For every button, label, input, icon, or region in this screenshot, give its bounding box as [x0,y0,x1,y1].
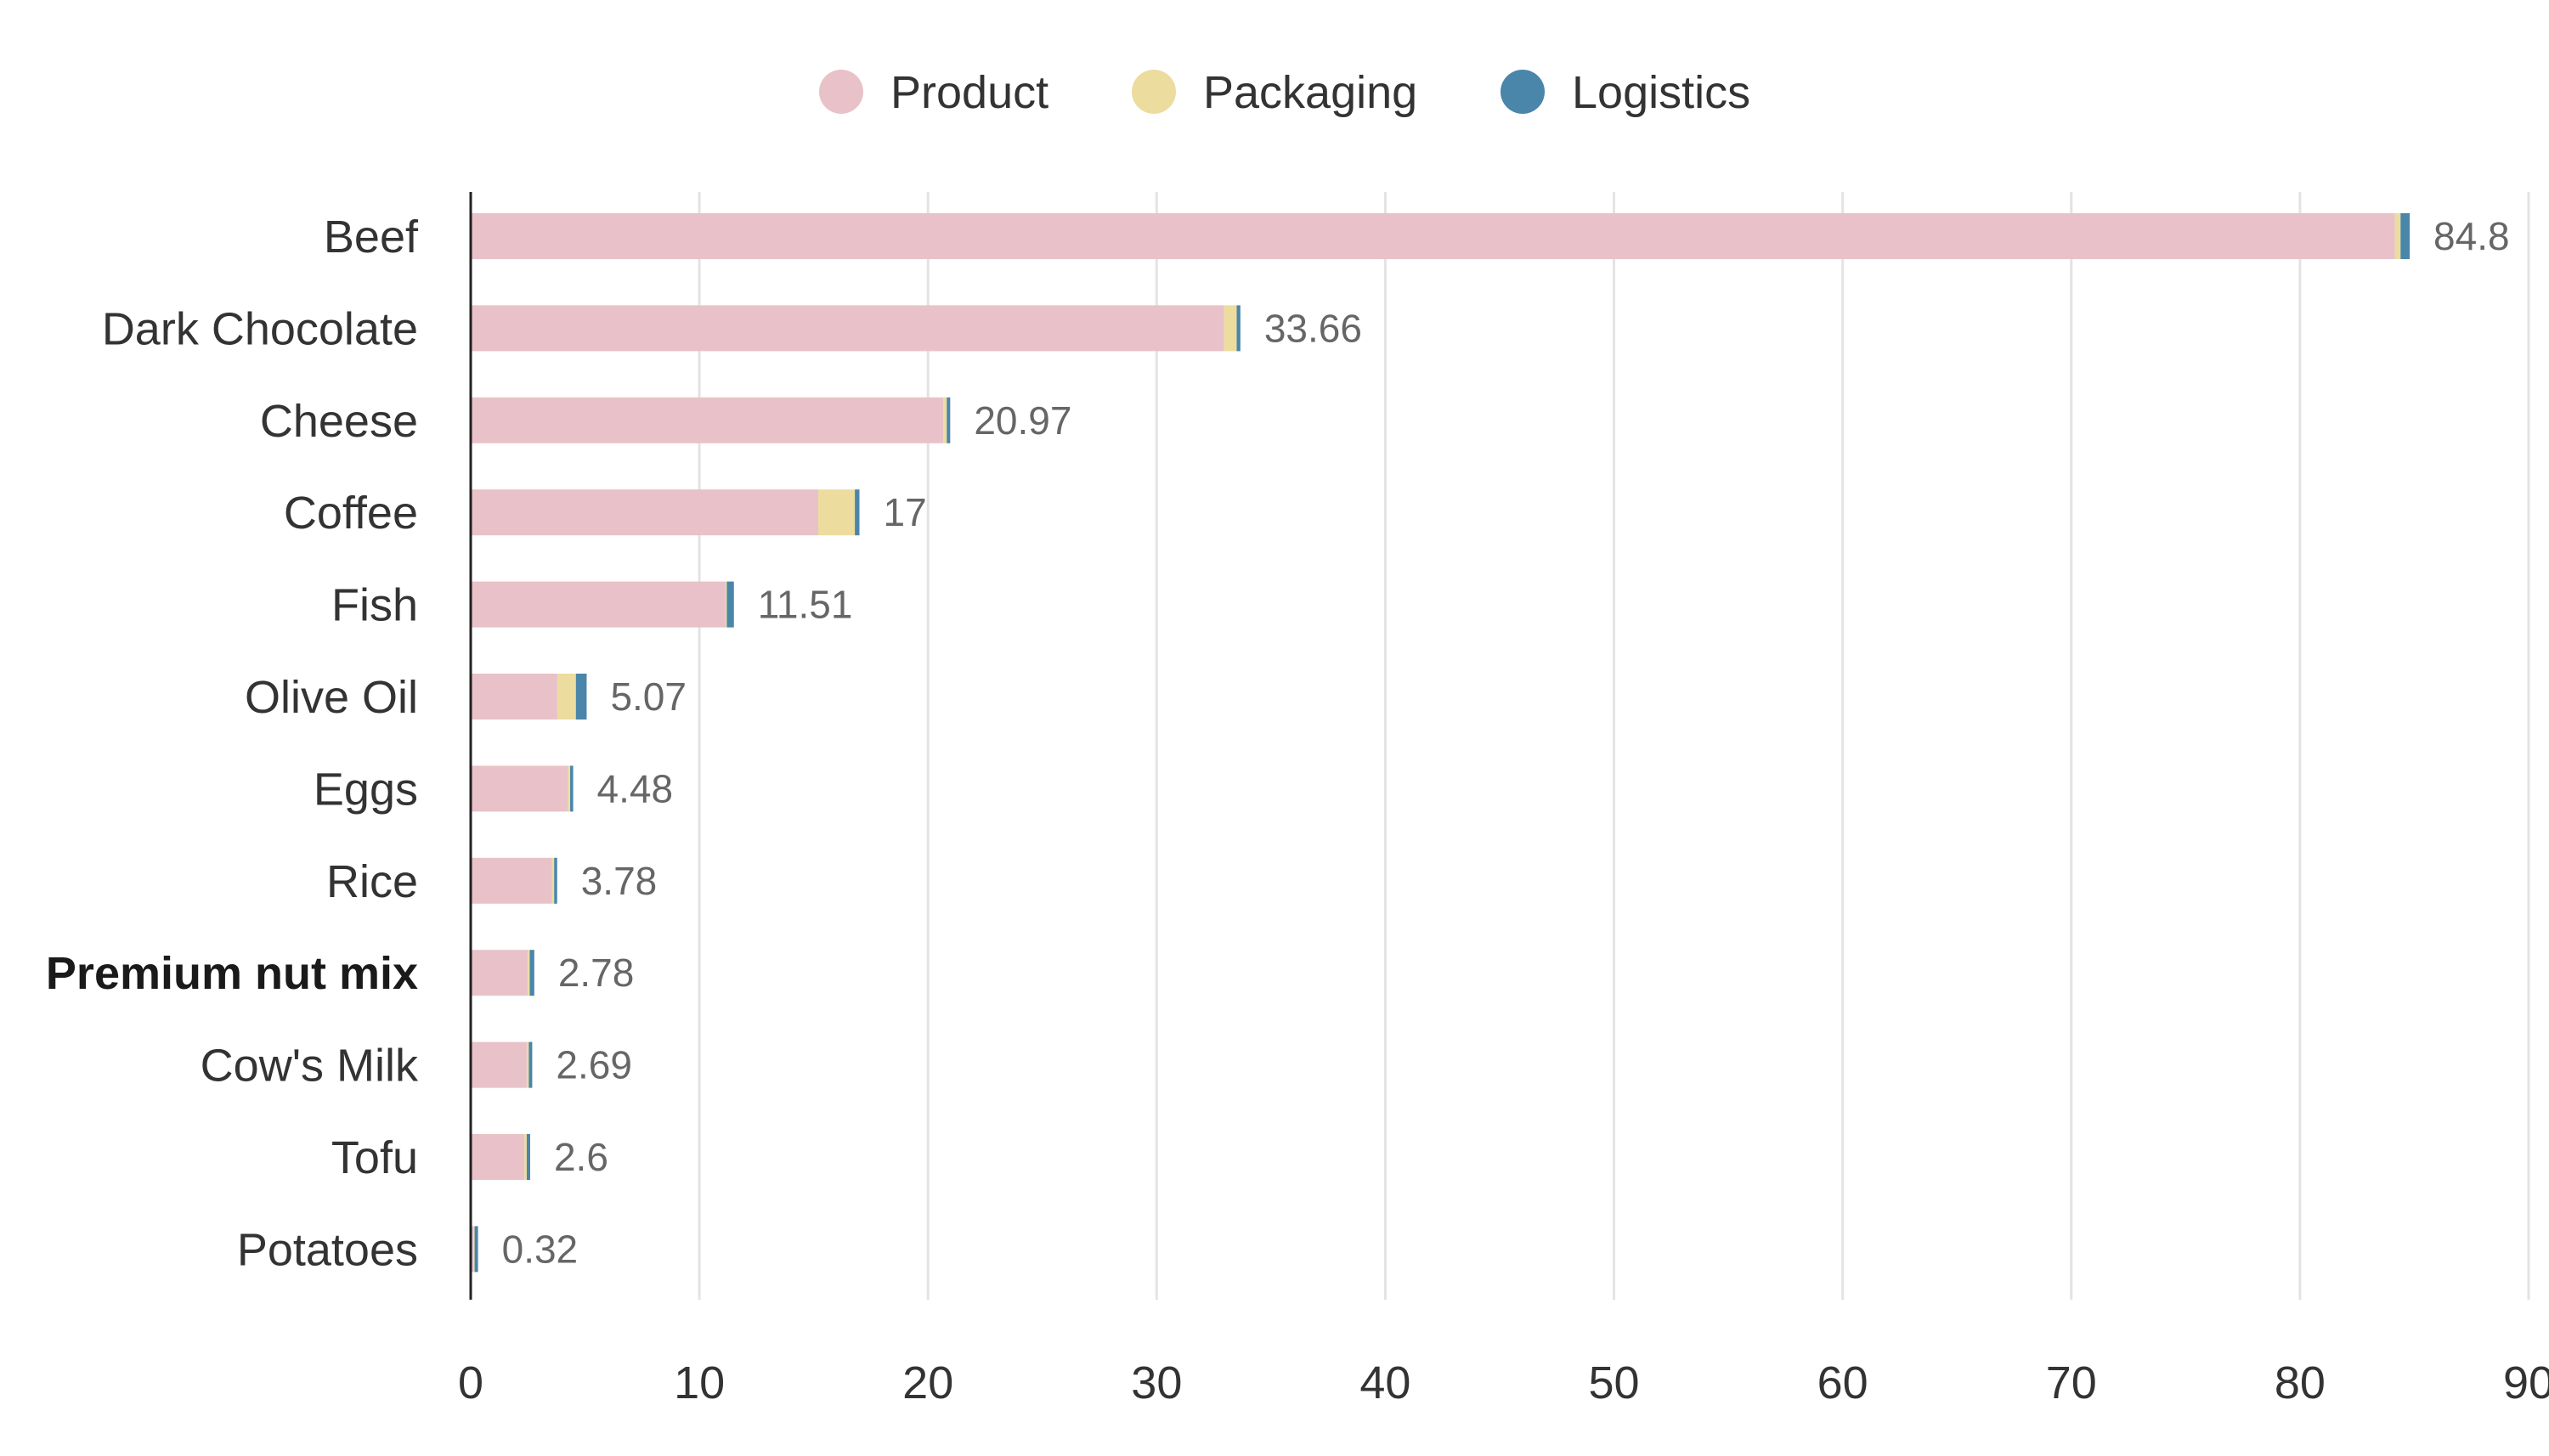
bar-row-olive-oil [471,674,587,720]
bar-rice-packaging[interactable] [551,857,555,904]
category-label-eggs: Eggs [314,764,418,815]
category-label-cheese: Cheese [260,396,418,447]
category-label-rice: Rice [326,856,418,907]
bars [471,213,2411,1273]
category-label-dark-chocolate: Dark Chocolate [102,303,418,354]
data-label-potatoes: 0.32 [502,1227,579,1271]
bar-potatoes-packaging[interactable] [473,1226,475,1273]
bar-row-coffee [471,489,860,536]
bar-beef-product[interactable] [471,213,2395,259]
bar-row-fish [471,581,734,628]
labels: 0 10 20 30 40 50 60 70 80 90 Beef 84.8 Dark Chocolat… [46,212,2549,1408]
bar-eggs-logistics[interactable] [570,765,574,812]
bar-eggs-product[interactable] [471,765,568,812]
bar-row-eggs [471,765,574,812]
data-label-fish: 11.51 [758,583,853,627]
legend-marker-logistics [1501,70,1545,114]
category-label-coffee: Coffee [284,488,418,539]
bar-cow-s-milk-packaging[interactable] [526,1041,529,1088]
bar-row-potatoes [471,1226,478,1273]
data-label-eggs: 4.48 [597,766,674,810]
x-tick-label-50: 50 [1589,1357,1640,1408]
data-label-olive-oil: 5.07 [610,674,687,719]
bar-row-rice [471,857,557,904]
bar-coffee-product[interactable] [471,489,819,536]
legend: Product Packaging Logistics [819,67,1750,118]
x-tick-label-40: 40 [1359,1357,1410,1408]
bar-dark-chocolate-logistics[interactable] [1236,305,1241,352]
bar-potatoes-logistics[interactable] [474,1226,478,1273]
category-label-premium-nut-mix: Premium nut mix [46,948,418,999]
data-label-beef: 84.8 [2433,214,2510,258]
bar-rice-product[interactable] [471,857,552,904]
x-tick-label-30: 30 [1131,1357,1182,1408]
bar-coffee-packaging[interactable] [818,489,856,536]
category-label-tofu: Tofu [331,1132,418,1183]
bar-dark-chocolate-packaging[interactable] [1224,305,1237,352]
legend-item-packaging[interactable]: Packaging [1132,67,1417,118]
legend-label-logistics: Logistics [1572,67,1750,118]
bar-beef-logistics[interactable] [2400,213,2411,259]
legend-item-logistics[interactable]: Logistics [1501,67,1750,118]
x-tick-label-80: 80 [2275,1357,2326,1408]
bar-olive-oil-product[interactable] [471,674,558,720]
bar-fish-logistics[interactable] [726,581,734,628]
category-label-beef: Beef [324,212,419,262]
data-label-rice: 3.78 [581,859,658,903]
bar-rice-logistics[interactable] [554,857,557,904]
bar-olive-oil-packaging[interactable] [557,674,576,720]
bar-cheese-logistics[interactable] [947,397,951,443]
bar-cheese-product[interactable] [471,397,944,443]
category-label-potatoes: Potatoes [237,1224,418,1275]
category-label-olive-oil: Olive Oil [245,672,418,723]
data-label-dark-chocolate: 33.66 [1264,306,1362,350]
bar-premium-nut-mix-product[interactable] [471,950,528,996]
bar-tofu-packaging[interactable] [524,1134,527,1180]
data-label-premium-nut-mix: 2.78 [558,951,635,995]
bar-fish-product[interactable] [471,581,726,628]
bar-potatoes-product[interactable] [471,1226,474,1273]
bar-row-tofu [471,1134,530,1180]
bar-dark-chocolate-product[interactable] [471,305,1224,352]
bar-row-beef [471,213,2411,259]
x-tick-label-90: 90 [2503,1357,2549,1408]
legend-label-packaging: Packaging [1203,67,1417,118]
category-label-fish: Fish [331,580,418,631]
bar-beef-packaging[interactable] [2394,213,2401,259]
bar-row-cheese [471,397,951,443]
bar-eggs-packaging[interactable] [568,765,571,812]
x-tick-label-0: 0 [458,1357,483,1408]
data-label-tofu: 2.6 [554,1135,608,1179]
bar-cow-s-milk-logistics[interactable] [528,1041,533,1088]
bar-row-cow-s-milk [471,1041,533,1088]
bar-row-dark-chocolate [471,305,1241,352]
bar-olive-oil-logistics[interactable] [575,674,587,720]
legend-label-product: Product [890,67,1048,118]
legend-item-product[interactable]: Product [819,67,1048,118]
bar-cheese-packaging[interactable] [943,397,947,443]
bar-tofu-product[interactable] [471,1134,525,1180]
legend-marker-product [819,70,863,114]
bar-row-premium-nut-mix [471,950,534,996]
x-tick-label-10: 10 [674,1357,725,1408]
bar-cow-s-milk-product[interactable] [471,1041,527,1088]
category-label-cow-s-milk: Cow's Milk [201,1041,419,1092]
x-tick-label-70: 70 [2046,1357,2097,1408]
bar-premium-nut-mix-logistics[interactable] [529,950,534,996]
bar-premium-nut-mix-packaging[interactable] [528,950,530,996]
data-label-cow-s-milk: 2.69 [556,1043,632,1087]
data-label-coffee: 17 [883,490,926,534]
legend-marker-packaging [1132,70,1176,114]
data-label-cheese: 20.97 [974,398,1071,443]
bar-tofu-logistics[interactable] [526,1134,530,1180]
x-tick-label-60: 60 [1817,1357,1868,1408]
x-tick-label-20: 20 [902,1357,953,1408]
grid [698,192,2530,1300]
bar-coffee-logistics[interactable] [855,489,860,536]
